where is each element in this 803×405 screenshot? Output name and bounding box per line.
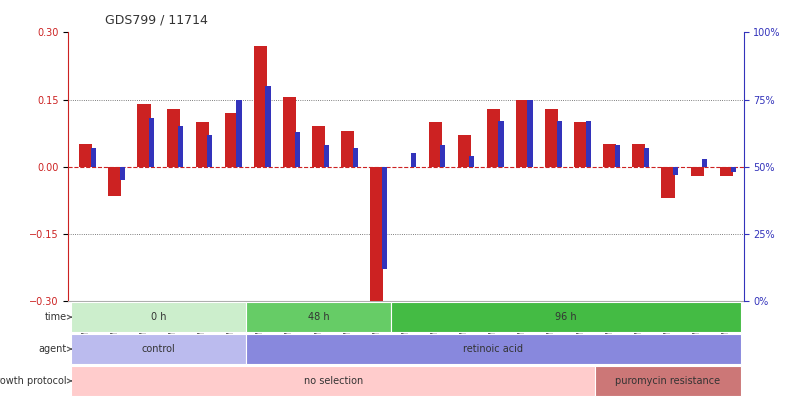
Bar [370,167,383,303]
Text: agent: agent [39,344,67,354]
Bar [690,167,703,176]
Bar [283,97,296,167]
Bar [294,132,300,167]
Bar [594,366,740,396]
Bar [428,122,441,167]
Bar [527,100,532,167]
Bar [149,118,154,167]
Bar [602,144,616,167]
Bar [236,100,241,167]
Bar [108,167,121,196]
Bar [516,100,528,167]
Bar [120,167,125,180]
Bar [457,135,471,167]
Bar [730,167,736,172]
Text: retinoic acid: retinoic acid [463,344,523,354]
Bar [71,334,246,364]
Bar [177,126,183,167]
Bar [254,46,267,167]
Bar [544,109,557,167]
Bar [643,148,648,167]
Bar [79,144,92,167]
Bar [353,148,357,167]
Bar [573,122,586,167]
Text: puromycin resistance: puromycin resistance [614,376,719,386]
Bar [324,145,328,167]
Bar [207,134,212,167]
Bar [632,144,645,167]
Bar [246,334,740,364]
Bar [614,145,619,167]
Bar [381,167,386,269]
Bar [246,302,391,333]
Bar [265,86,271,167]
Bar [439,145,445,167]
Bar [661,167,674,198]
Text: growth protocol: growth protocol [0,376,67,386]
Text: GDS799 / 11714: GDS799 / 11714 [104,13,207,26]
Bar [71,302,246,333]
Bar [410,153,416,167]
Bar [585,121,590,167]
Text: control: control [141,344,175,354]
Bar [391,302,740,333]
Bar [498,121,503,167]
Bar [312,126,325,167]
Bar [137,104,150,167]
Bar [225,113,238,167]
Text: 96 h: 96 h [555,312,577,322]
Bar [71,366,594,396]
Text: 0 h: 0 h [151,312,166,322]
Bar [486,109,499,167]
Bar [556,121,561,167]
Bar [672,167,678,175]
Bar [340,131,354,167]
Text: time: time [44,312,67,322]
Bar [166,109,179,167]
Bar [701,159,707,167]
Bar [195,122,209,167]
Bar [91,148,96,167]
Bar [719,167,732,176]
Bar [469,156,474,167]
Text: 48 h: 48 h [308,312,329,322]
Text: no selection: no selection [304,376,362,386]
